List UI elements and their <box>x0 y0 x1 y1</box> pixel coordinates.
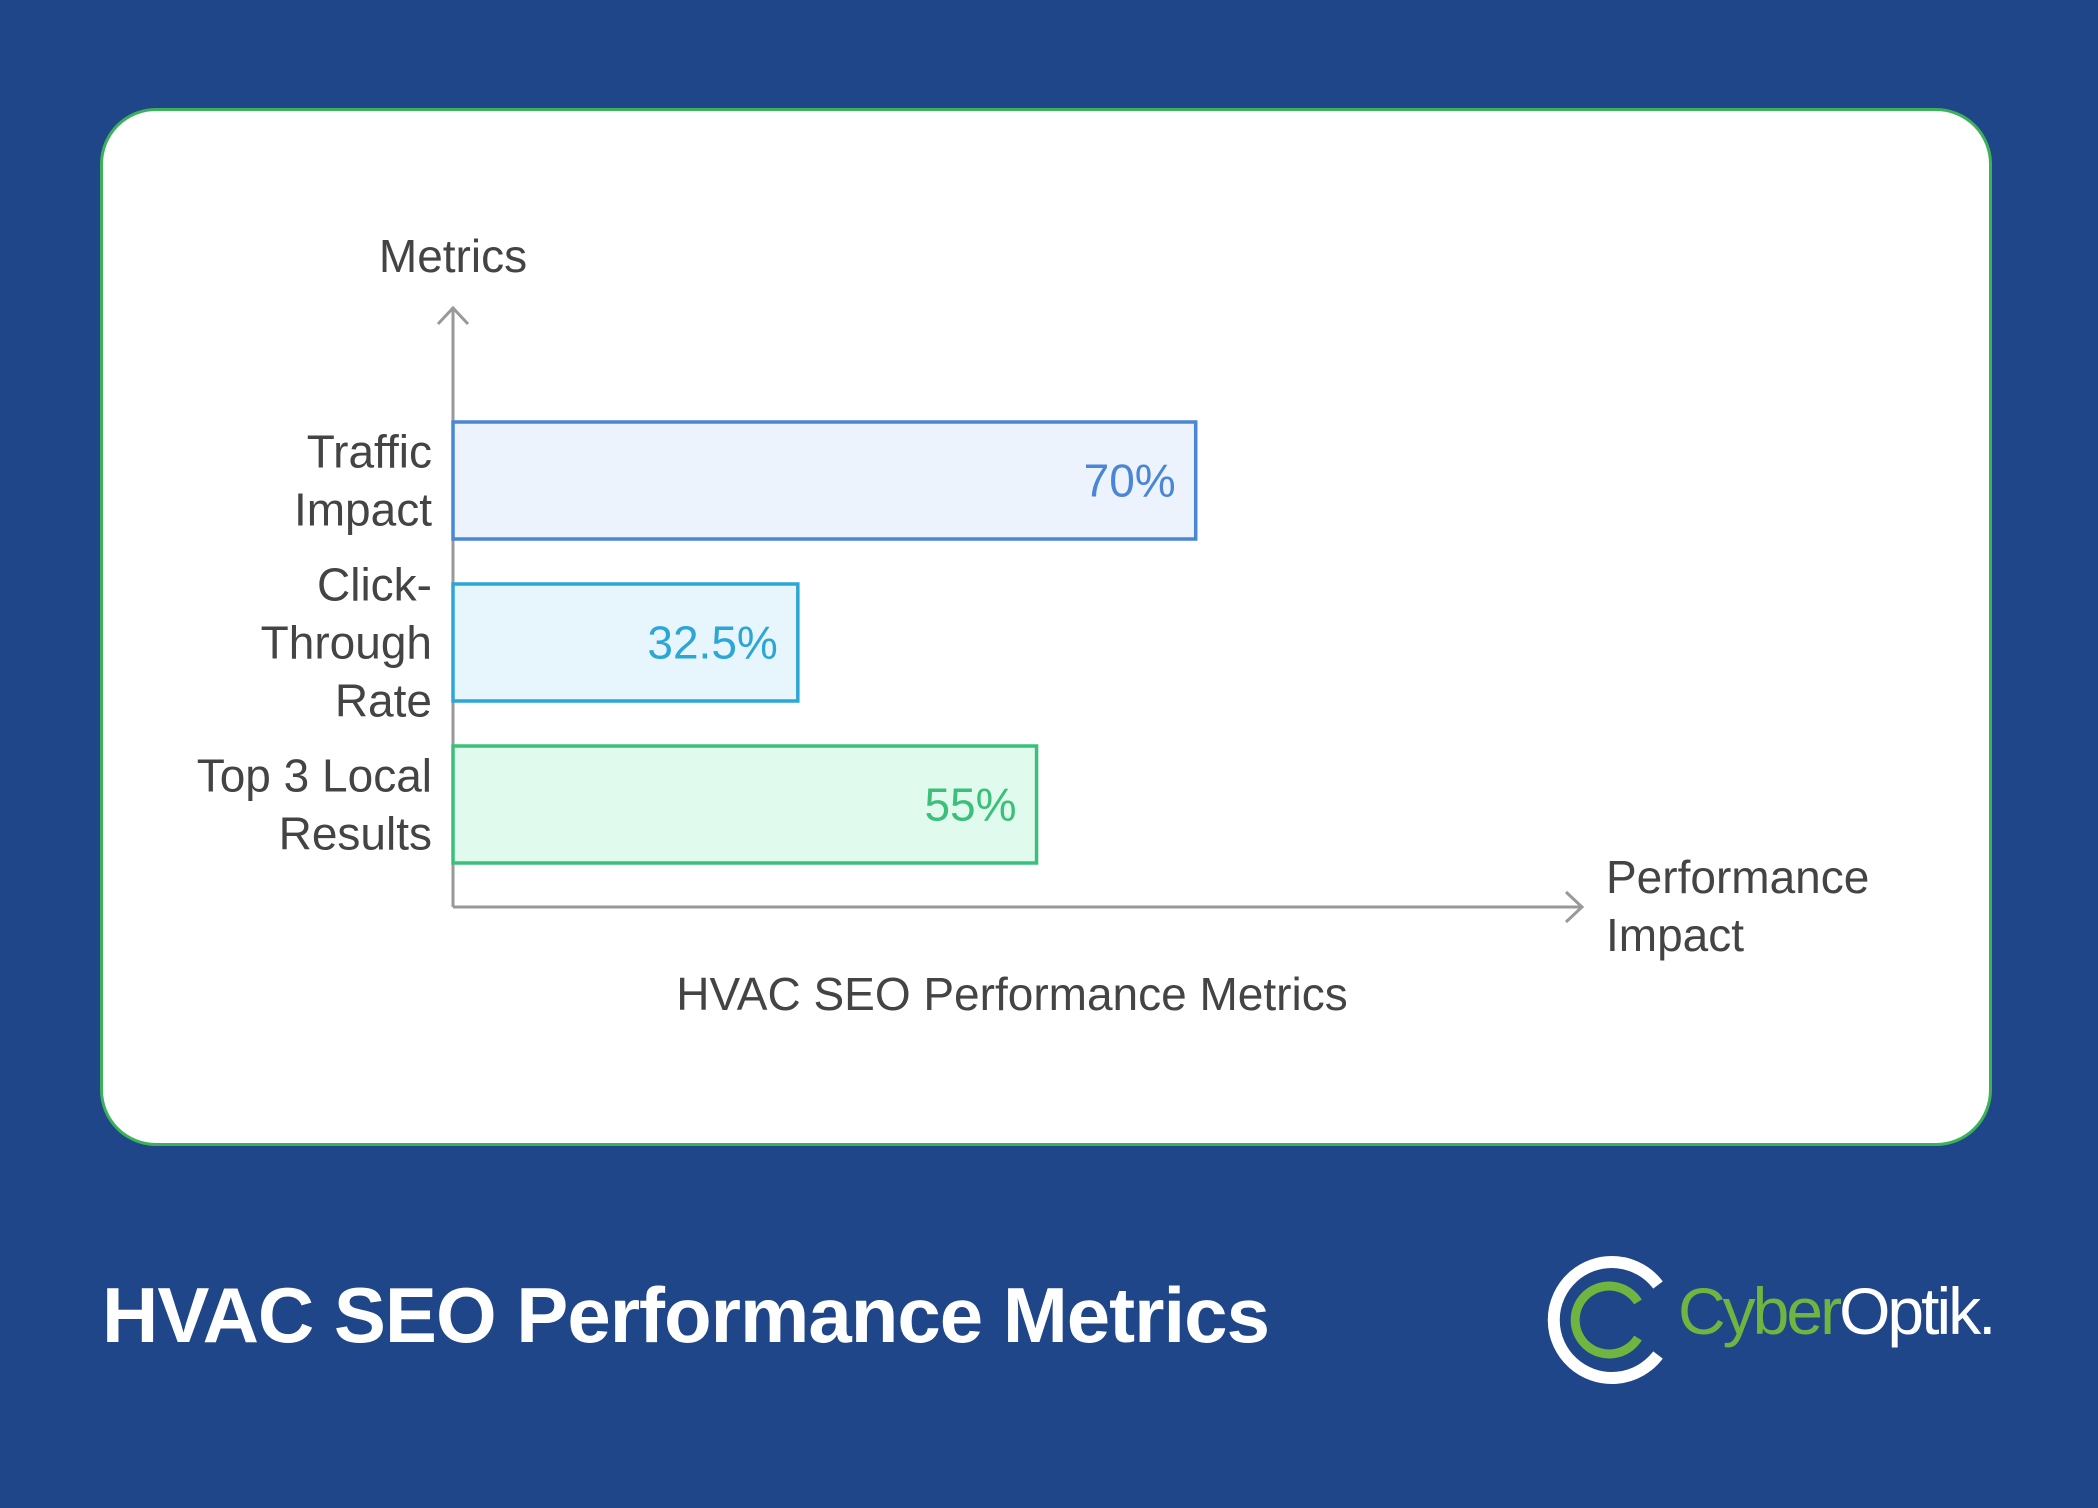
category-label: Click- <box>317 559 432 611</box>
chart-title: HVAC SEO Performance Metrics <box>676 968 1347 1020</box>
x-axis-label: Performance <box>1606 851 1869 903</box>
category-label: Impact <box>294 484 432 536</box>
bar-value-label: 55% <box>924 779 1016 831</box>
category-label: Through <box>261 617 432 669</box>
logo-text-cyber: Cyber <box>1678 1274 1842 1348</box>
logo-text-optik: Optik. <box>1839 1274 1996 1348</box>
bar <box>451 744 1039 865</box>
bar-value-label: 70% <box>1084 455 1176 507</box>
category-label: Top 3 Local <box>197 750 432 802</box>
category-label: Rate <box>335 675 432 727</box>
page-title: HVAC SEO Performance Metrics <box>102 1271 1270 1359</box>
bar-value-label: 32.5% <box>647 617 777 669</box>
y-axis-arrow-icon <box>436 305 470 326</box>
category-label: Results <box>279 808 432 860</box>
x-axis-label: Impact <box>1606 909 1744 961</box>
cyberoptik-ring-icon <box>1547 1256 1663 1384</box>
category-label: Traffic <box>307 426 432 478</box>
cyberoptik-logo: CyberOptik. <box>1540 1250 2010 1390</box>
x-axis-arrow-icon <box>1564 890 1585 924</box>
chart-card <box>100 108 1992 1146</box>
bar <box>451 420 1198 541</box>
bar <box>451 582 800 703</box>
y-axis-label: Metrics <box>379 230 527 282</box>
logo-wordmark: CyberOptik. <box>1678 1278 1996 1344</box>
